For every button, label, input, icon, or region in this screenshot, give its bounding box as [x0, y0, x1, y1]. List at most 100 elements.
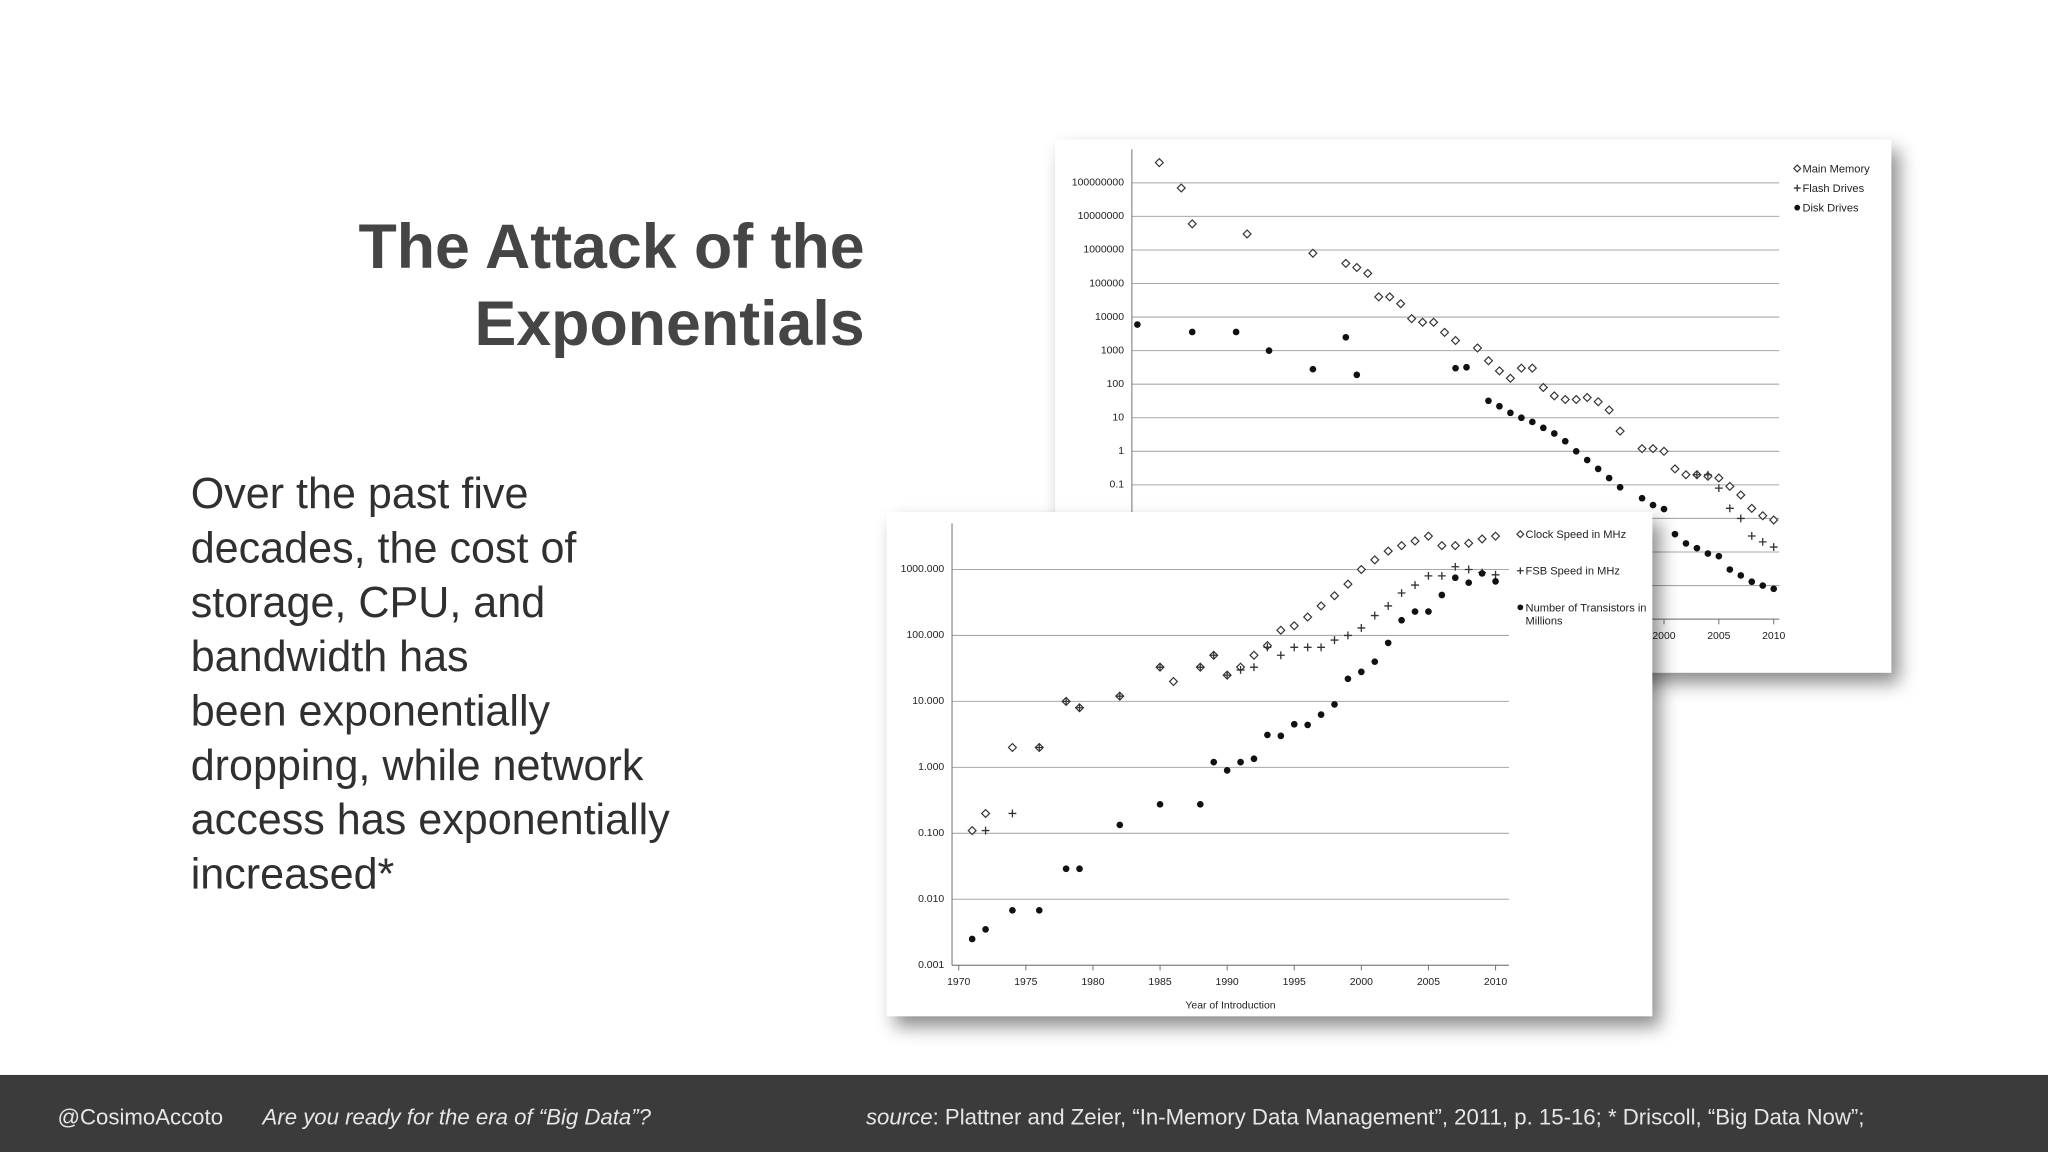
body-text: Over the past five decades, the cost of st…: [191, 470, 671, 898]
point: [1671, 530, 1679, 538]
point: [1330, 636, 1339, 645]
legend-text: Flash Drives: [1802, 181, 1865, 195]
point: [1384, 639, 1392, 647]
x-tick-label: 2010: [1484, 977, 1507, 988]
point: [980, 808, 991, 819]
point: [1395, 298, 1406, 309]
point: [1309, 365, 1317, 373]
point: [1464, 565, 1473, 574]
point: [1290, 720, 1298, 728]
point: [1507, 409, 1514, 417]
point: [1383, 546, 1393, 556]
point: [1768, 515, 1779, 525]
y-tick-label: 1000: [1101, 345, 1124, 356]
point: [1156, 663, 1164, 672]
point: [1660, 505, 1668, 513]
title-line: Exponentials: [474, 289, 864, 359]
x-tick-label: 1985: [1148, 977, 1171, 988]
x-tick-label: 1980: [1081, 977, 1104, 988]
x-tick-label: 1990: [1216, 977, 1239, 988]
point: [1527, 363, 1538, 373]
point: [1485, 397, 1492, 405]
point: [1331, 701, 1338, 708]
y-tick-label: 0.010: [918, 894, 944, 905]
y-tick-label: 10: [1112, 413, 1124, 424]
point: [1265, 347, 1273, 354]
point: [1637, 443, 1647, 454]
y-tick-label: 1000000: [1083, 245, 1124, 256]
point: [1604, 405, 1614, 415]
point: [1342, 333, 1350, 341]
point: [1397, 589, 1406, 597]
y-tick-label: 10000: [1095, 312, 1124, 323]
point: [1007, 742, 1018, 753]
footer-talk: Are you ready for the era of “Big Data”?: [261, 1105, 652, 1130]
body-line: storage, CPU, and: [191, 579, 546, 627]
y-tick-label: 1: [1118, 446, 1124, 457]
point: [1463, 363, 1470, 371]
body-line: been exponentially: [191, 687, 551, 735]
point: [1494, 366, 1505, 376]
legend-text: Number of Transistors in Millions: [1525, 600, 1647, 627]
body-line: increased*: [191, 850, 395, 898]
point: [1154, 157, 1165, 168]
point: [1250, 663, 1258, 672]
point: [1703, 470, 1712, 479]
point: [1463, 538, 1474, 548]
point: [1344, 631, 1352, 640]
point: [1758, 537, 1767, 546]
point: [1439, 327, 1450, 338]
legend-label: Clock Speed in MHz: [1526, 528, 1627, 541]
point: [1704, 550, 1712, 557]
point: [1236, 665, 1245, 674]
point: [1516, 363, 1527, 373]
point: [981, 826, 990, 835]
body-line: dropping, while network: [191, 742, 644, 790]
point: [1196, 663, 1205, 672]
point: [1196, 800, 1204, 808]
legend-label: Number of Transistors in Millions: [1525, 600, 1647, 627]
x-tick-label: 2000: [1350, 977, 1373, 988]
point: [1353, 371, 1361, 379]
point: [1725, 504, 1734, 513]
point: [1770, 585, 1778, 593]
point: [1560, 394, 1571, 405]
point: [1370, 611, 1379, 620]
point: [1411, 581, 1419, 589]
point: [1659, 446, 1669, 457]
y-tick-label: 1.000: [918, 762, 944, 773]
point: [1317, 643, 1325, 652]
point: [1505, 373, 1516, 384]
y-tick-label: 1000.000: [901, 564, 945, 575]
point: [1009, 906, 1016, 914]
legend-marker: [1516, 567, 1524, 575]
legend-marker: [1794, 204, 1801, 211]
point: [1472, 343, 1483, 353]
point: [1249, 650, 1259, 661]
point: [1529, 418, 1536, 426]
body-line: Over the past five: [191, 470, 529, 518]
point: [1769, 543, 1778, 552]
point: [1410, 536, 1420, 546]
point: [1356, 564, 1367, 575]
point: [1549, 391, 1560, 401]
point: [1450, 540, 1461, 551]
legend-label: Flash Drives: [1802, 181, 1865, 195]
body-line: bandwidth has: [191, 633, 469, 681]
point: [1076, 865, 1083, 873]
point: [1062, 697, 1071, 706]
point: [1357, 623, 1366, 632]
point: [1277, 732, 1285, 740]
point: [1736, 514, 1745, 523]
point: [1242, 229, 1252, 239]
point: [1616, 483, 1624, 491]
point: [1210, 758, 1218, 766]
y-tick-label: 10.000: [912, 696, 944, 707]
title-line: The Attack of the: [358, 212, 864, 282]
point: [1343, 579, 1353, 589]
x-tick-label: 2010: [1762, 631, 1785, 642]
point: [1316, 601, 1326, 611]
point: [1423, 531, 1434, 541]
point: [1276, 625, 1286, 635]
